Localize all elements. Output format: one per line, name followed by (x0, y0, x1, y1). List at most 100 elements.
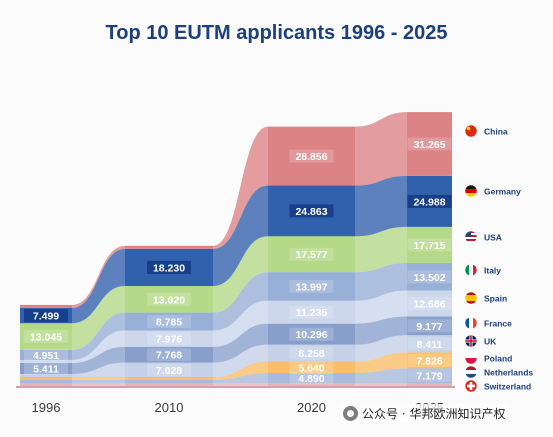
block-poland-1996 (20, 377, 72, 380)
block-poland-2020 (268, 361, 355, 374)
block-france-2020 (268, 323, 355, 345)
value-label-france-1996: 5.411 (33, 363, 59, 375)
value-label-box (24, 348, 68, 362)
ribbon-poland-2 (355, 352, 407, 374)
ribbon-netherlands-0 (72, 380, 125, 383)
legend-item-france: France (463, 315, 512, 331)
value-label-italy-2010: 8.785 (156, 317, 182, 329)
legend-label: Italy (484, 266, 501, 276)
value-label-italy-1996: 4.951 (33, 350, 59, 362)
ribbon-spain-2 (355, 290, 407, 324)
ribbon-spain-0 (72, 330, 125, 363)
block-france-1996 (20, 362, 72, 374)
ribbon-france-2 (355, 316, 407, 345)
legend-label: USA (484, 233, 502, 243)
block-uk-1996 (20, 374, 72, 377)
value-label-france-2010: 7.768 (156, 350, 182, 362)
china-flag-icon (463, 123, 479, 139)
value-label-uk-2025: 8.411 (417, 339, 443, 351)
block-china-2020 (268, 126, 355, 186)
value-label-germany-2025: 24.988 (413, 196, 445, 208)
wechat-icon (343, 406, 358, 421)
block-italy-1996 (20, 349, 72, 360)
value-label-france-2020: 10.296 (295, 329, 327, 341)
legend-label: UK (484, 337, 497, 347)
ribbon-germany-0 (72, 248, 125, 324)
ribbon-china-1 (213, 126, 268, 249)
ribbon-uk-0 (72, 362, 125, 377)
block-uk-2025 (407, 335, 452, 353)
value-labels: 4.890 7.179 5.640 7.826 7.028 8.258 8.411 5.411… (24, 137, 452, 385)
value-label-netherlands-2020: 4.890 (298, 373, 324, 385)
ribbon-switzerland-2 (355, 383, 407, 386)
legend-label: Germany (484, 187, 521, 197)
block-poland-2010 (125, 377, 213, 380)
value-label-poland-2020: 5.640 (298, 362, 324, 374)
germany-flag-icon (463, 183, 479, 199)
switzerland-flag-icon (463, 378, 479, 394)
block-uk-2020 (268, 344, 355, 362)
value-label-italy-2020: 13.997 (295, 281, 327, 293)
block-switzerland-2010 (125, 383, 213, 386)
block-poland-2025 (407, 352, 452, 369)
block-spain-1996 (20, 359, 72, 363)
chart-bands (72, 112, 407, 386)
value-label-box (407, 194, 452, 208)
value-label-box (147, 348, 191, 362)
block-china-2010 (125, 245, 213, 249)
ribbon-netherlands-1 (213, 373, 268, 383)
value-label-box (147, 260, 191, 274)
ribbon-spain-1 (213, 300, 268, 347)
ribbon-usa-1 (213, 236, 268, 313)
legend-item-poland: Poland (463, 350, 512, 366)
ribbon-germany-2 (355, 175, 407, 237)
x-tick-label: 1996 (32, 400, 61, 415)
watermark: 公众号 · 华邦欧洲知识产权 (340, 404, 509, 423)
value-label-usa-2010: 13.020 (153, 294, 185, 306)
ribbon-italy-2 (355, 263, 407, 301)
legend: China Germany USA Italy Spain France UK Poland N… (463, 123, 533, 394)
legend-label: Poland (484, 354, 512, 364)
year-columns (20, 112, 452, 386)
ribbon-usa-2 (355, 226, 407, 273)
x-tick-label: 2010 (155, 400, 184, 415)
block-spain-2020 (268, 300, 355, 324)
poland-flag-icon (463, 350, 479, 366)
usa-flag-icon (463, 229, 479, 245)
legend-label: Switzerland (484, 382, 531, 392)
legend-item-netherlands: Netherlands (463, 364, 533, 380)
spain-flag-icon (463, 290, 479, 306)
ribbon-china-2 (355, 112, 407, 186)
value-label-box (147, 332, 191, 346)
block-uk-2010 (125, 362, 213, 377)
block-usa-2025 (407, 226, 452, 264)
block-switzerland-1996 (20, 383, 72, 386)
value-label-box (147, 315, 191, 329)
block-france-2010 (125, 346, 213, 363)
value-label-germany-2020: 24.863 (295, 206, 327, 218)
watermark-text: 公众号 · 华邦欧洲知识产权 (362, 407, 506, 421)
legend-label: Spain (484, 294, 507, 304)
ribbon-germany-1 (213, 185, 268, 287)
block-china-2025 (407, 112, 452, 176)
value-label-box (289, 346, 334, 360)
value-label-box (407, 297, 452, 311)
ribbon-poland-0 (72, 377, 125, 380)
ribbon-italy-0 (72, 312, 125, 360)
legend-label: China (484, 127, 508, 137)
value-label-spain-2010: 7.976 (156, 334, 182, 346)
ribbon-netherlands-2 (355, 368, 407, 383)
netherlands-flag-icon (463, 364, 479, 380)
ribbon-usa-0 (72, 286, 125, 350)
value-label-box (289, 149, 334, 163)
legend-item-china: China (463, 123, 508, 139)
block-netherlands-2020 (268, 373, 355, 383)
value-label-spain-2020: 11.235 (296, 307, 328, 319)
legend-item-switzerland: Switzerland (463, 378, 531, 394)
value-label-netherlands-2025: 7.179 (416, 371, 442, 383)
legend-item-italy: Italy (463, 262, 501, 278)
value-label-usa-2025: 17.715 (413, 240, 445, 252)
ribbon-poland-1 (213, 361, 268, 380)
ribbon-switzerland-1 (213, 383, 268, 386)
legend-item-uk: UK (463, 333, 497, 349)
